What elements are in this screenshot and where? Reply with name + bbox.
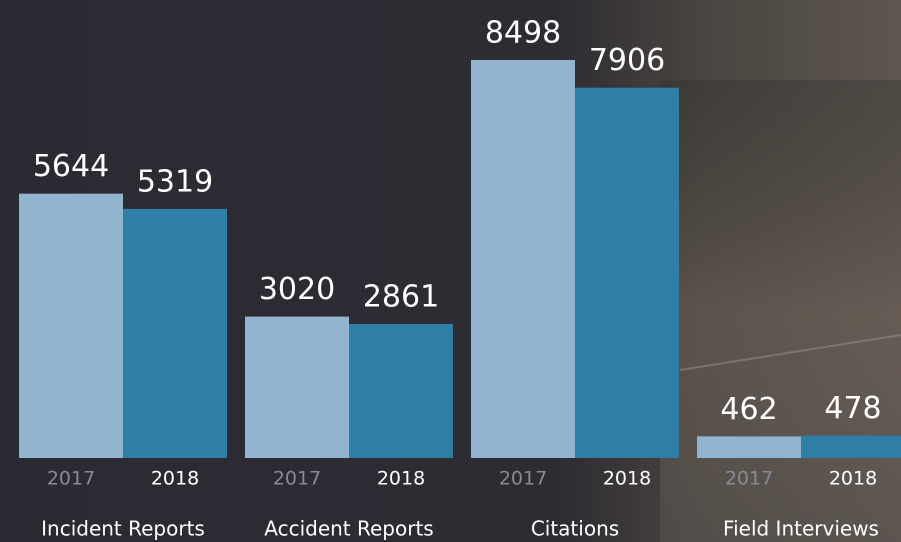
bar (801, 436, 901, 458)
bar (245, 317, 349, 458)
chart: 5644 2017 5319 2018 Incident Reports 3020 2017… (0, 0, 901, 542)
value-label: 5319 (137, 164, 213, 199)
year-label: 2017 (47, 468, 95, 490)
bar (575, 88, 679, 458)
category-label: Field Interviews (723, 517, 879, 541)
value-label: 8498 (485, 16, 561, 51)
value-label: 478 (824, 391, 881, 426)
year-label: 2018 (151, 468, 199, 490)
year-label: 2018 (603, 468, 651, 490)
value-label: 5644 (33, 149, 109, 184)
category-label: Citations (531, 517, 619, 541)
year-label: 2017 (273, 468, 321, 490)
bar (19, 194, 123, 458)
category-label: Incident Reports (41, 517, 205, 541)
year-label: 2018 (829, 468, 877, 490)
bar (471, 60, 575, 458)
value-label: 462 (720, 392, 777, 427)
year-label: 2018 (377, 468, 425, 490)
value-label: 3020 (259, 272, 335, 307)
year-label: 2017 (725, 468, 773, 490)
value-label: 2861 (363, 280, 439, 315)
year-label: 2017 (499, 468, 547, 490)
page: 5644 2017 5319 2018 Incident Reports 3020 2017… (0, 0, 901, 542)
bar (123, 209, 227, 458)
value-label: 7906 (589, 43, 665, 78)
bar (349, 324, 453, 458)
category-label: Accident Reports (264, 517, 433, 541)
bar (697, 436, 801, 458)
